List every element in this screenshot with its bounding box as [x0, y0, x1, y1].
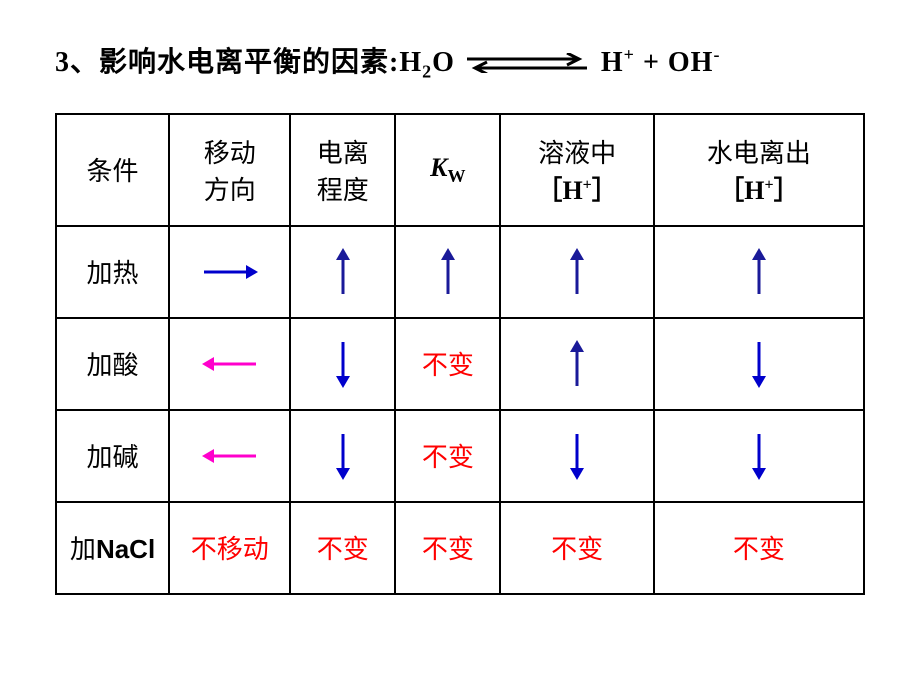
eq-plus-sign: +: [635, 47, 668, 78]
table-row-base: 加碱 不变: [56, 410, 864, 502]
arrow-up-icon: [333, 248, 353, 296]
cell-acid-water-h: [654, 318, 864, 410]
cell-nacl-degree: 不变: [290, 502, 395, 594]
header-direction: 移动 方向: [169, 114, 290, 226]
cell-base-sol-h: [500, 410, 654, 502]
cell-acid-degree: [290, 318, 395, 410]
row-nacl-label: 加NaCl: [56, 502, 169, 594]
row-base-label: 加碱: [56, 410, 169, 502]
cell-acid-direction: [169, 318, 290, 410]
eq-minus: -: [713, 45, 720, 65]
title-prefix: 3、影响水电离平衡的因素:: [55, 47, 399, 78]
arrow-left-icon: [202, 446, 258, 466]
eq-oh: OH: [668, 47, 714, 78]
cell-acid-sol-h: [500, 318, 654, 410]
cell-nacl-sol-h: 不变: [500, 502, 654, 594]
header-degree: 电离 程度: [290, 114, 395, 226]
cell-acid-kw: 不变: [395, 318, 500, 410]
header-solution-h: 溶液中 ［H+］: [500, 114, 654, 226]
page-title: 3、影响水电离平衡的因素:H2O H+ + OH-: [55, 40, 865, 83]
arrow-up-icon: [567, 340, 587, 388]
cell-heat-sol-h: [500, 226, 654, 318]
arrow-down-icon: [567, 432, 587, 480]
arrow-down-icon: [749, 340, 769, 388]
table-row-heat: 加热: [56, 226, 864, 318]
cell-nacl-kw: 不变: [395, 502, 500, 594]
header-condition: 条件: [56, 114, 169, 226]
arrow-down-icon: [333, 432, 353, 480]
eq-h-right: H: [601, 47, 624, 78]
equilibrium-arrow-icon: [467, 49, 587, 81]
row-acid-label: 加酸: [56, 318, 169, 410]
cell-base-kw: 不变: [395, 410, 500, 502]
header-kw: KW: [395, 114, 500, 226]
arrow-down-icon: [333, 340, 353, 388]
arrow-left-icon: [202, 354, 258, 374]
arrow-right-icon: [202, 262, 258, 282]
table-row-acid: 加酸 不变: [56, 318, 864, 410]
cell-heat-water-h: [654, 226, 864, 318]
arrow-down-icon: [749, 432, 769, 480]
arrow-up-icon: [438, 248, 458, 296]
ionization-table: 条件 移动 方向 电离 程度 KW 溶液中 ［H+］ 水电离出 ［H+］ 加热: [55, 113, 865, 595]
cell-heat-kw: [395, 226, 500, 318]
arrow-up-icon: [749, 248, 769, 296]
cell-heat-direction: [169, 226, 290, 318]
eq-o: O: [432, 47, 455, 78]
row-heat-label: 加热: [56, 226, 169, 318]
header-water-h: 水电离出 ［H+］: [654, 114, 864, 226]
eq-plus: +: [624, 45, 635, 65]
cell-base-direction: [169, 410, 290, 502]
table-row-nacl: 加NaCl 不移动 不变 不变 不变 不变: [56, 502, 864, 594]
eq-sub2: 2: [422, 62, 432, 82]
arrow-up-icon: [567, 248, 587, 296]
table-header-row: 条件 移动 方向 电离 程度 KW 溶液中 ［H+］ 水电离出 ［H+］: [56, 114, 864, 226]
cell-nacl-water-h: 不变: [654, 502, 864, 594]
eq-h: H: [399, 47, 422, 78]
cell-base-water-h: [654, 410, 864, 502]
cell-nacl-direction: 不移动: [169, 502, 290, 594]
cell-heat-degree: [290, 226, 395, 318]
cell-base-degree: [290, 410, 395, 502]
